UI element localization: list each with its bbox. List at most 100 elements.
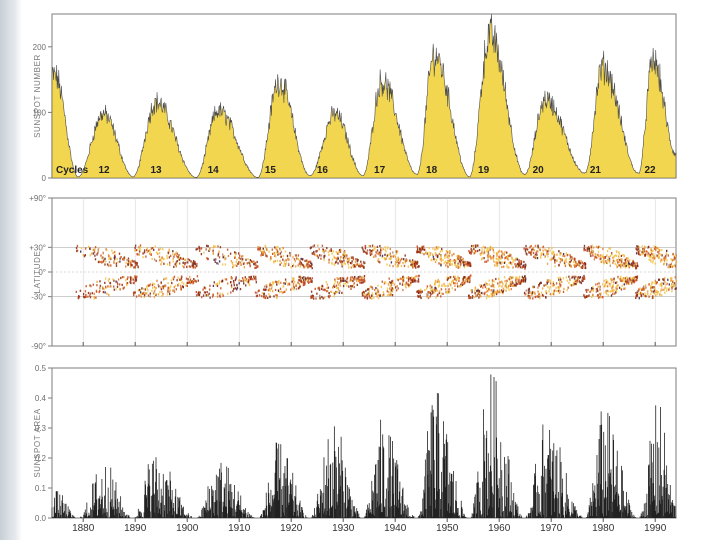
butterfly-spot-mark (116, 258, 118, 261)
butterfly-spot-mark (369, 249, 371, 252)
butterfly-spot-mark (497, 282, 499, 285)
butterfly-spot-mark (448, 282, 451, 285)
butterfly-spot-mark (127, 257, 130, 260)
butterfly-spot-mark (597, 285, 599, 288)
butterfly-spot-mark (597, 296, 600, 299)
butterfly-spot-mark (371, 292, 374, 295)
butterfly-spot-mark (512, 282, 514, 285)
butterfly-spot-mark (434, 283, 436, 286)
butterfly-spot-mark (109, 285, 111, 288)
butterfly-spot-mark (465, 263, 467, 266)
butterfly-spot-mark (595, 290, 598, 293)
butterfly-spot-mark (544, 283, 547, 286)
butterfly-spot-mark (174, 284, 176, 287)
butterfly-spot-mark (638, 246, 641, 249)
butterfly-spot-mark (664, 286, 666, 289)
butterfly-spot-mark (85, 293, 87, 296)
butterfly-spot-mark (125, 282, 128, 285)
butterfly-spot-mark (248, 278, 250, 281)
butterfly-spot-mark (555, 282, 558, 285)
butterfly-spot-mark (477, 292, 479, 296)
butterfly-spot-mark (385, 257, 387, 260)
butterfly-spot-mark (138, 248, 141, 251)
butterfly-spot-mark (363, 250, 366, 253)
butterfly-spot-mark (114, 253, 116, 257)
butterfly-spot-mark (495, 252, 498, 255)
butterfly-spot-mark (78, 295, 80, 298)
butterfly-spot-mark (84, 247, 87, 250)
butterfly-spot-mark (266, 255, 268, 258)
butterfly-spot-mark (397, 258, 399, 261)
butterfly-spot-mark (672, 280, 674, 283)
butterfly-spot-mark (435, 289, 437, 292)
butterfly-spot-mark (212, 246, 215, 249)
butterfly-spot-mark (575, 278, 577, 281)
butterfly-spot-mark (635, 247, 637, 250)
butterfly-spot-mark (440, 258, 442, 261)
butterfly-spot-mark (160, 258, 162, 261)
butterfly-spot-mark (145, 292, 147, 295)
butterfly-spot-mark (504, 256, 507, 259)
butterfly-spot-mark (508, 279, 511, 282)
butterfly-spot-mark (620, 257, 622, 260)
butterfly-spot-mark (658, 255, 660, 259)
butterfly-spot-mark (268, 250, 270, 253)
butterfly-spot-mark (525, 289, 527, 292)
butterfly-spot-mark (126, 277, 129, 281)
butterfly-spot-mark (557, 277, 560, 280)
butterfly-spot-mark (392, 255, 394, 258)
butterfly-spot-mark (92, 248, 94, 251)
butterfly-spot-mark (559, 253, 561, 256)
butterfly-spot-mark (673, 255, 676, 258)
butterfly-spot-mark (611, 252, 613, 255)
butterfly-spot-mark (624, 277, 627, 280)
butterfly-spot-mark (122, 258, 124, 261)
butterfly-spot-mark (558, 250, 560, 253)
butterfly-spot-mark (468, 279, 470, 282)
butterfly-spot-mark (628, 277, 631, 280)
butterfly-spot-mark (389, 293, 391, 297)
butterfly-spot-mark (475, 294, 478, 297)
butterfly-spot-mark (133, 282, 135, 285)
butterfly-spot-mark (620, 279, 622, 282)
butterfly-spot-mark (435, 296, 437, 299)
butterfly-spot-mark (324, 249, 326, 252)
butterfly-spot-mark (89, 247, 91, 250)
butterfly-spot-mark (260, 254, 262, 257)
butterfly-spot-mark (500, 291, 502, 294)
butterfly-spot-mark (376, 245, 379, 248)
butterfly-spot-mark (222, 294, 224, 297)
butterfly-spot-mark (495, 257, 497, 260)
butterfly-spot-mark (197, 292, 199, 295)
butterfly-spot-mark (206, 244, 208, 247)
butterfly-spot-mark (376, 293, 378, 296)
butterfly-spot-mark (245, 258, 247, 261)
butterfly-spot-mark (153, 283, 156, 286)
butterfly-spot-mark (575, 265, 577, 268)
butterfly-spot-mark (94, 248, 96, 251)
butterfly-spot-mark (248, 276, 250, 279)
butterfly-spot-mark (154, 288, 156, 292)
butterfly-spot-mark (339, 290, 341, 293)
butterfly-spot-mark (671, 265, 673, 268)
butterfly-spot-mark (216, 292, 219, 295)
butterfly-spot-mark (195, 291, 197, 294)
butterfly-spot-mark (476, 249, 479, 253)
butterfly-spot-mark (493, 251, 495, 254)
butterfly-spot-mark (429, 295, 431, 298)
butterfly-spot-mark (193, 278, 195, 281)
butterfly-spot-mark (393, 283, 396, 286)
butterfly-spot-mark (616, 265, 618, 269)
butterfly-spot-mark (399, 282, 401, 285)
butterfly-spot-mark (176, 279, 178, 282)
butterfly-spot-mark (282, 258, 284, 261)
year-axis-label: 1990 (644, 523, 667, 534)
butterfly-spot-mark (119, 260, 121, 263)
butterfly-spot-mark (552, 285, 554, 288)
butterfly-spot-mark (493, 289, 495, 292)
butterfly-spot-mark (586, 249, 588, 252)
butterfly-spot-mark (346, 284, 348, 287)
butterfly-spot-mark (612, 259, 615, 262)
butterfly-spot-mark (629, 259, 631, 262)
butterfly-spot-mark (519, 266, 522, 269)
